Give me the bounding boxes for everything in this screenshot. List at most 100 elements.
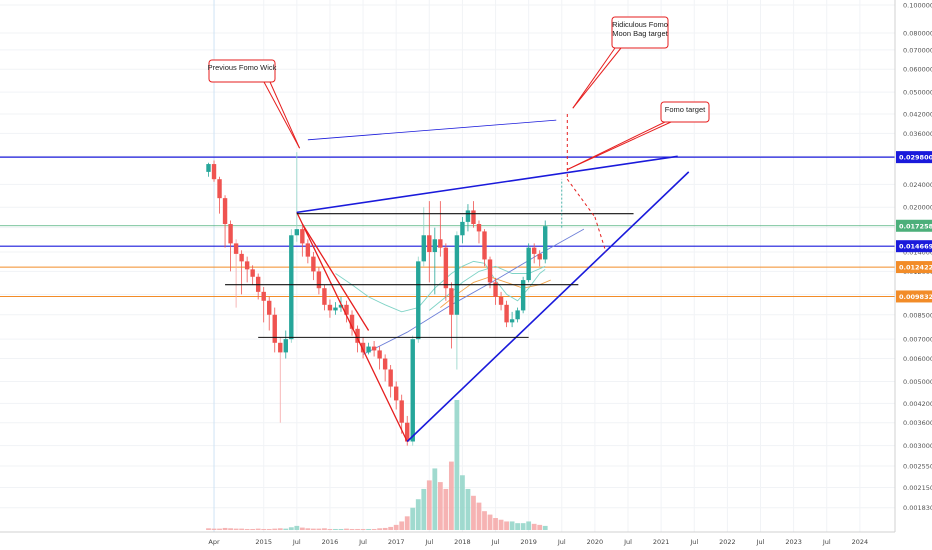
candle-body-24 (338, 304, 344, 308)
candle-body-12 (272, 314, 277, 343)
time-tick-14: Jul (689, 538, 698, 546)
volume-bar-24 (338, 528, 344, 530)
volume-bar-37 (410, 507, 416, 530)
candle-body-56 (515, 310, 520, 320)
candle-body-57 (520, 280, 526, 311)
time-tick-10: Jul (557, 538, 566, 546)
price-tick-11: 0.01400000 (903, 249, 932, 257)
price-tick-15: 0.00700000 (903, 336, 932, 344)
price-tick-14: 0.00850000 (903, 311, 932, 319)
candle-body-4 (228, 224, 233, 244)
volume-bar-5 (233, 528, 239, 530)
volume-bar-15 (288, 527, 294, 530)
volume-bar-1 (211, 528, 217, 530)
triangle-red-inner (301, 223, 370, 331)
candle-body-38 (416, 261, 421, 340)
price-badge-text-1: 0.01725877 (899, 222, 932, 230)
time-axis[interactable]: Apr 2015 Jul 2016 Jul 2017 Jul 2018 Jul 2019 Jul 20… (208, 538, 868, 546)
time-tick-4: Jul (358, 538, 367, 546)
candle-body-52 (493, 282, 498, 297)
price-tick-21: 0.00255000 (903, 463, 932, 471)
candle-body-54 (504, 304, 509, 323)
time-tick-0: Apr (208, 538, 220, 546)
volume-bar-35 (399, 521, 405, 530)
volume-bar-17 (299, 527, 305, 530)
candle-body-49 (476, 224, 482, 232)
volume-bar-43 (443, 488, 449, 530)
volume-bar-57 (520, 523, 526, 530)
candle-body-59 (531, 247, 537, 254)
callout-box-prev-fomo (208, 59, 276, 83)
volume-bar-19 (310, 528, 316, 530)
candle-body-39 (421, 235, 426, 262)
candle-body-46 (460, 221, 465, 236)
channel-lower-blue (406, 171, 690, 443)
volume-bar-23 (333, 528, 338, 530)
volume-bar-14 (283, 528, 289, 530)
callout-pointer-prev-fomo-b (269, 81, 301, 149)
volume-bar-40 (426, 480, 432, 530)
candle-body-48 (471, 210, 476, 225)
time-tick-18: Jul (822, 538, 831, 546)
candle-body-44 (449, 288, 454, 315)
price-badge-3 (896, 261, 932, 274)
price-badge-1 (896, 219, 932, 232)
candle-body-15 (289, 235, 294, 340)
volume-bar-32 (382, 527, 388, 530)
callout-box-ridiculous (611, 16, 669, 49)
candle-body-50 (482, 231, 487, 260)
volume-bar-48 (471, 495, 476, 530)
volume-bar-13 (277, 528, 283, 530)
volume-bar-16 (294, 525, 300, 530)
candle-body-30 (371, 346, 377, 351)
price-tick-1: 0.08000000 (903, 30, 932, 38)
candle-body-35 (399, 400, 404, 423)
price-tick-18: 0.00420000 (903, 400, 932, 408)
ma-teal-long (429, 265, 546, 311)
candle-body-55 (509, 319, 515, 323)
candle-body-0 (206, 164, 211, 172)
candles (206, 152, 548, 446)
callout-pointer-fomo-target-b (567, 121, 672, 170)
candle-body-61 (543, 226, 548, 260)
price-tick-3: 0.06000000 (903, 66, 932, 74)
callout-text-prev-fomo-0: Previous Fomo Wick (208, 63, 277, 72)
callout-box-fomo-target (660, 101, 710, 123)
volume-bar-47 (465, 488, 471, 530)
candle-body-22 (327, 304, 333, 311)
candle-body-41 (432, 239, 438, 253)
volume-bar-25 (344, 528, 349, 530)
price-badge-text-0: 0.02980088 (899, 154, 932, 162)
volume-bar-10 (261, 528, 267, 530)
candle-body-3 (222, 198, 228, 225)
candle-body-53 (498, 296, 504, 305)
callout-pointer-ridiculous-b (572, 47, 622, 109)
candle-body-40 (427, 235, 432, 253)
time-tick-5: 2017 (388, 538, 405, 546)
candle-body-1 (211, 164, 217, 180)
volume-bar-33 (388, 526, 394, 530)
trend-drawings-front (225, 114, 690, 443)
candle-body-42 (438, 239, 443, 248)
volume-bar-12 (272, 528, 278, 530)
candle-body-27 (355, 328, 360, 343)
volume-bar-49 (476, 502, 482, 530)
candle-body-45 (454, 235, 460, 315)
volume-bar-18 (305, 528, 311, 530)
volume-bar-0 (206, 528, 211, 530)
volume-bar-41 (432, 468, 438, 530)
volume-bar-6 (239, 528, 245, 530)
price-badge-text-4: 0.00983256 (899, 293, 932, 301)
time-tick-17: 2023 (785, 538, 802, 546)
price-tick-8: 0.02400000 (903, 181, 932, 189)
time-tick-1: 2015 (255, 538, 272, 546)
price-tick-2: 0.07000000 (903, 46, 932, 54)
candle-body-58 (526, 247, 531, 281)
volume-bar-36 (404, 516, 410, 530)
time-tick-6: Jul (424, 538, 433, 546)
volume-bar-30 (371, 528, 377, 530)
volume-bar-38 (415, 499, 421, 530)
candle-body-7 (244, 261, 250, 270)
